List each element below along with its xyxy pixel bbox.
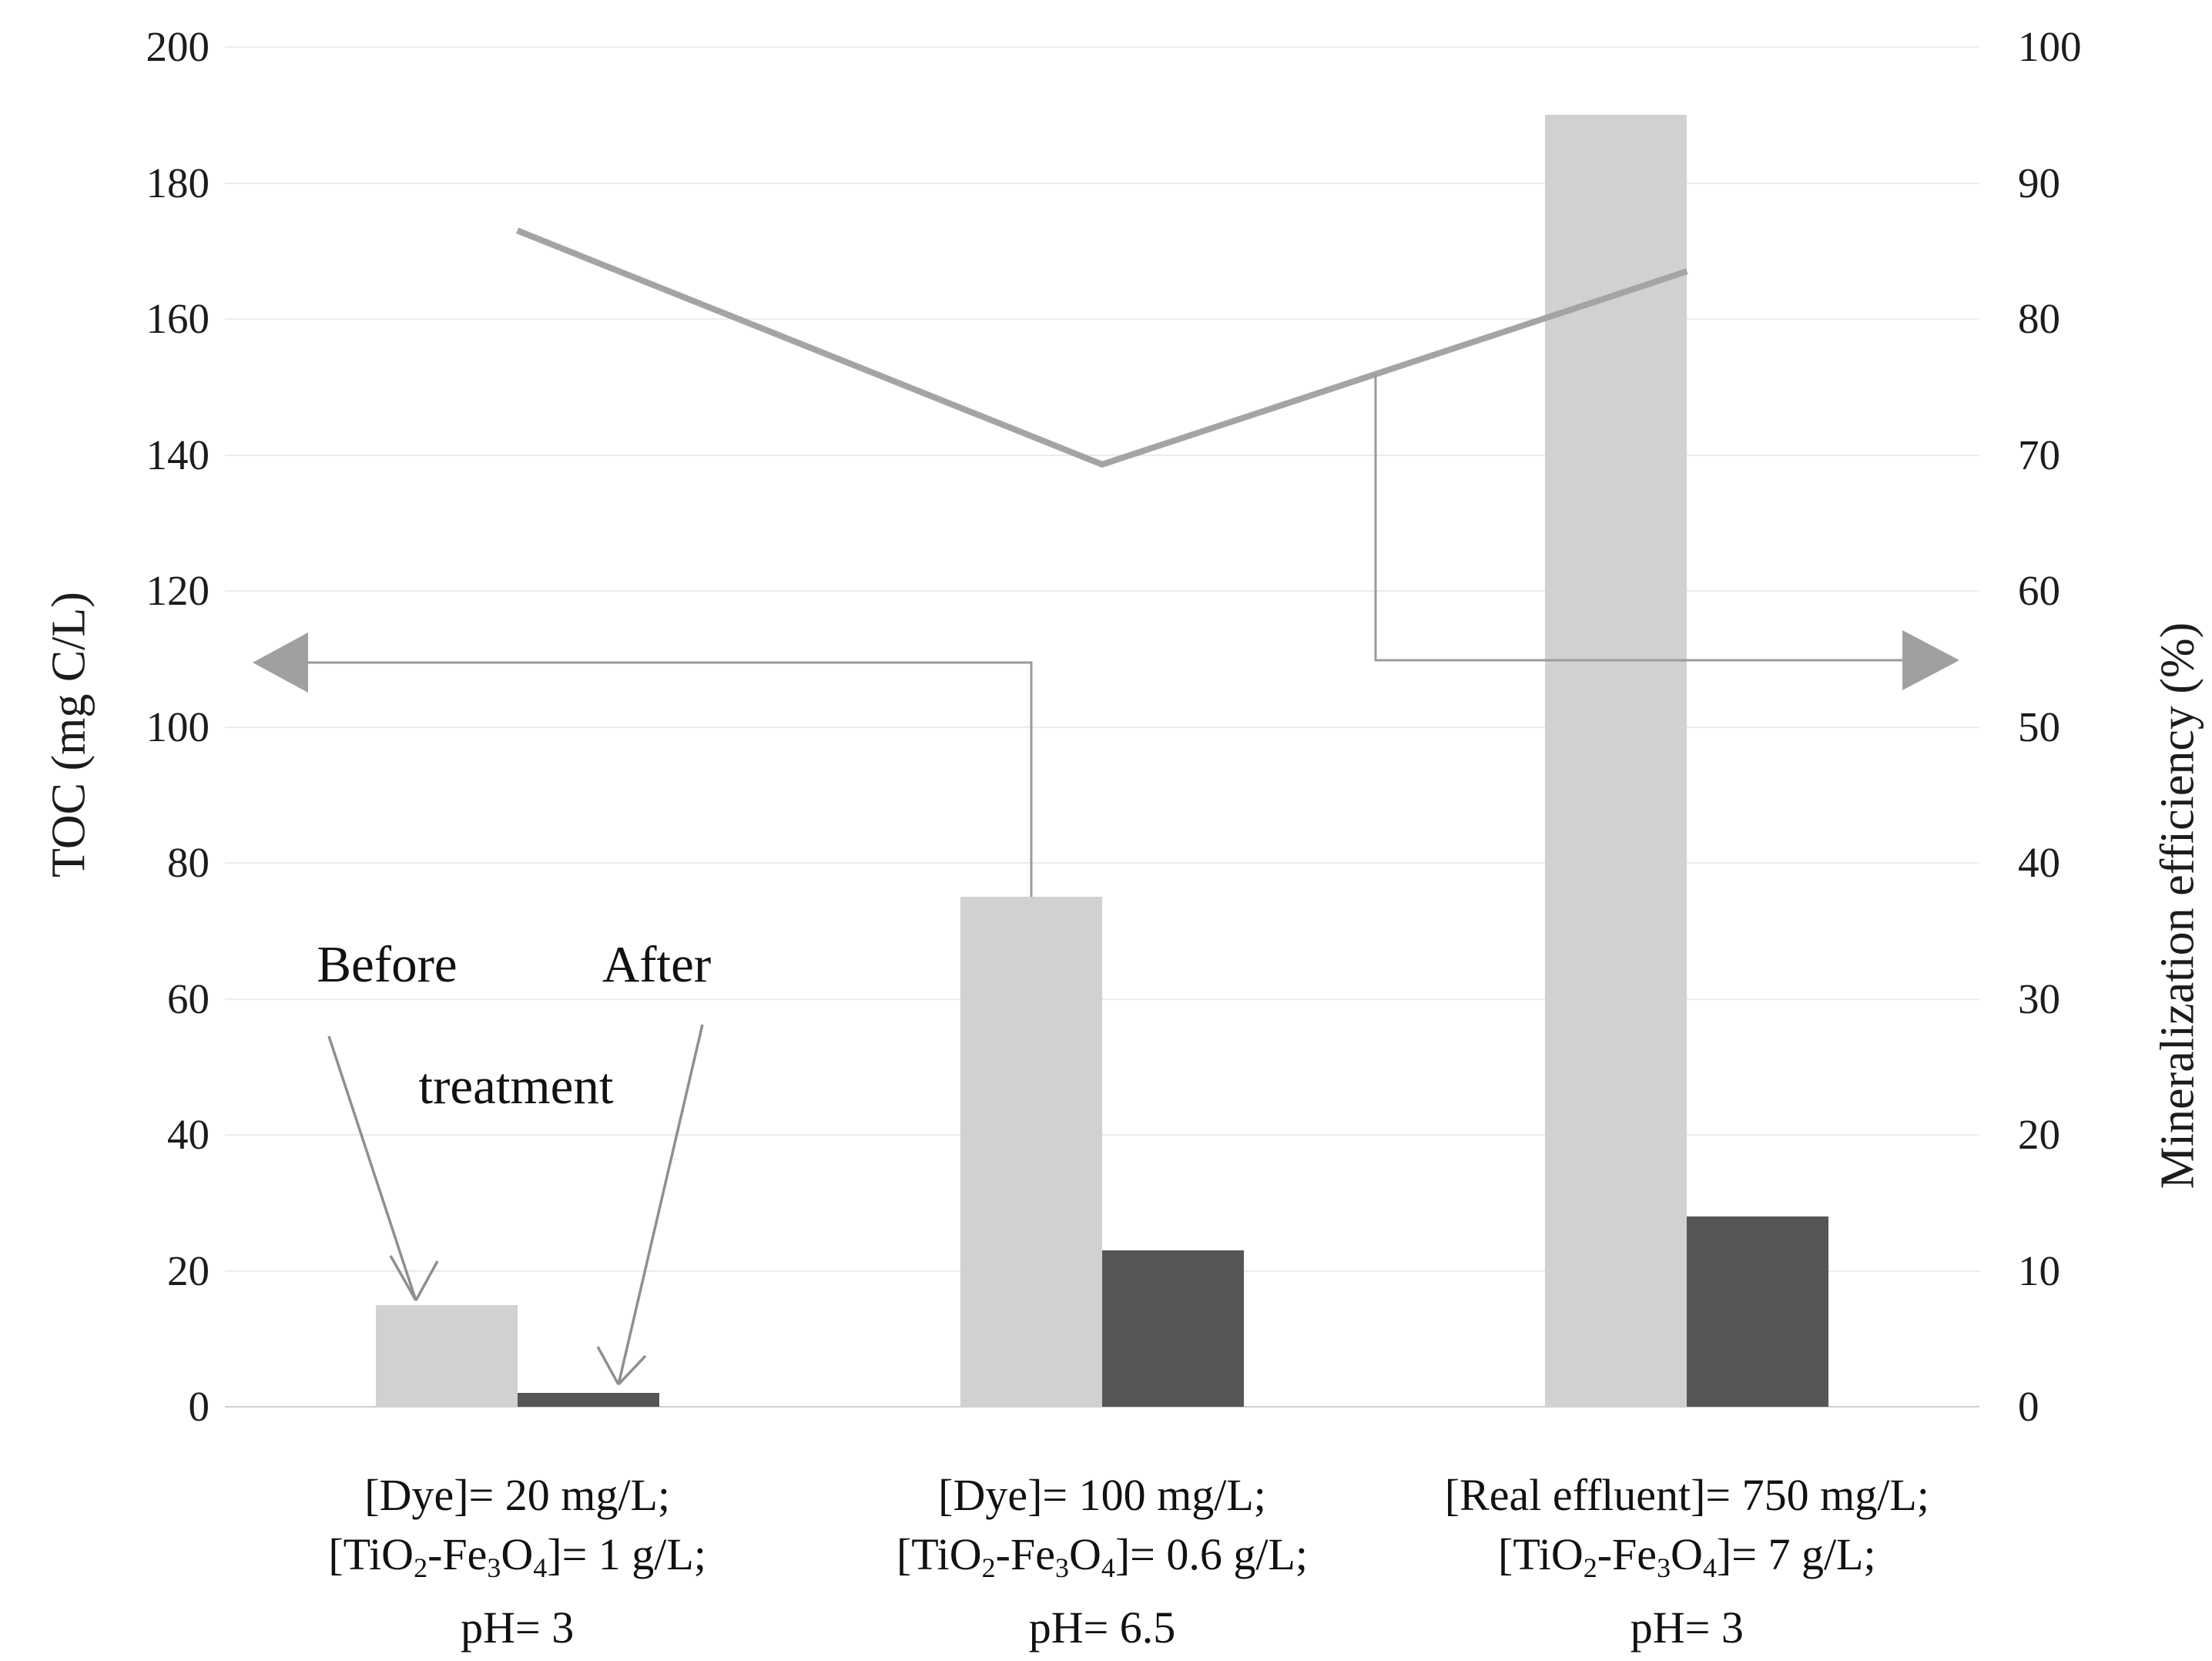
gridline <box>225 998 1979 1000</box>
right-axis-tick-label: 50 <box>2018 703 2060 750</box>
right-axis-tick-label: 30 <box>2018 975 2060 1022</box>
left-axis-tick-label: 140 <box>146 431 210 478</box>
efficiency-line-series <box>516 227 1688 468</box>
left-axis-tick-label: 80 <box>167 839 209 886</box>
left-axis-connector-line <box>307 661 1033 898</box>
right-axis-tick-label: 40 <box>2018 839 2060 886</box>
left-axis-tick-label: 160 <box>146 295 210 342</box>
left-axis-tick-label: 180 <box>146 159 210 206</box>
left-axis-tick-label: 0 <box>188 1383 210 1430</box>
right-axis-tick-label: 80 <box>2018 295 2060 342</box>
right-axis-connector-line <box>1374 374 1904 662</box>
left-axis-tick-label: 100 <box>146 703 210 750</box>
right-axis-tick-label: 20 <box>2018 1111 2060 1158</box>
left-axis-arrowhead-icon <box>253 633 308 693</box>
gridline <box>225 590 1979 592</box>
left-axis-title: TOC (mg C/L) <box>42 592 96 877</box>
bar-toc-before <box>375 1304 518 1407</box>
left-axis-tick-label: 40 <box>167 1111 209 1158</box>
gridline <box>225 454 1979 456</box>
annotation-after-label: After <box>602 936 712 993</box>
gridline <box>225 726 1979 728</box>
bar-toc-after <box>1687 1216 1829 1407</box>
right-axis-tick-label: 70 <box>2018 431 2060 478</box>
right-axis-title: Mineralization efficiency (%) <box>2151 622 2204 1190</box>
bar-toc-before <box>1545 115 1687 1407</box>
gridline <box>225 318 1979 320</box>
bar-toc-after <box>1102 1250 1244 1407</box>
left-axis-tick-label: 20 <box>167 1247 209 1294</box>
category-label: [Dye]= 100 mg/L; [TiO2-Fe3O4]= 0.6 g/L; pH… <box>896 1470 1309 1653</box>
after-annotation-arrow-icon <box>596 1024 704 1386</box>
annotation-before-label: Before <box>317 936 457 993</box>
right-axis-arrowhead-icon <box>1902 630 1959 690</box>
gridline <box>225 46 1979 48</box>
left-axis-tick-label: 120 <box>146 567 210 614</box>
left-axis-tick-label: 60 <box>167 975 209 1022</box>
right-axis-tick-label: 90 <box>2018 159 2060 206</box>
category-label: [Real effluent]= 750 mg/L; [TiO2-Fe3O4]= … <box>1444 1470 1929 1653</box>
gridline <box>225 182 1979 184</box>
right-axis-tick-label: 0 <box>2018 1383 2039 1430</box>
before-annotation-arrow-icon <box>327 1035 439 1301</box>
right-axis-tick-label: 10 <box>2018 1247 2060 1294</box>
right-axis-tick-label: 60 <box>2018 567 2060 614</box>
bar-toc-before <box>960 897 1102 1407</box>
annotation-treatment-label: treatment <box>418 1058 614 1115</box>
right-axis-tick-label: 100 <box>2018 23 2082 70</box>
bar-toc-after <box>517 1393 659 1407</box>
left-axis-tick-label: 200 <box>146 23 210 70</box>
gridline <box>225 1134 1979 1136</box>
category-label: [Dye]= 20 mg/L; [TiO2-Fe3O4]= 1 g/L; pH= 3 <box>328 1470 706 1653</box>
gridline <box>225 862 1979 864</box>
x-axis-line <box>225 1406 1979 1408</box>
